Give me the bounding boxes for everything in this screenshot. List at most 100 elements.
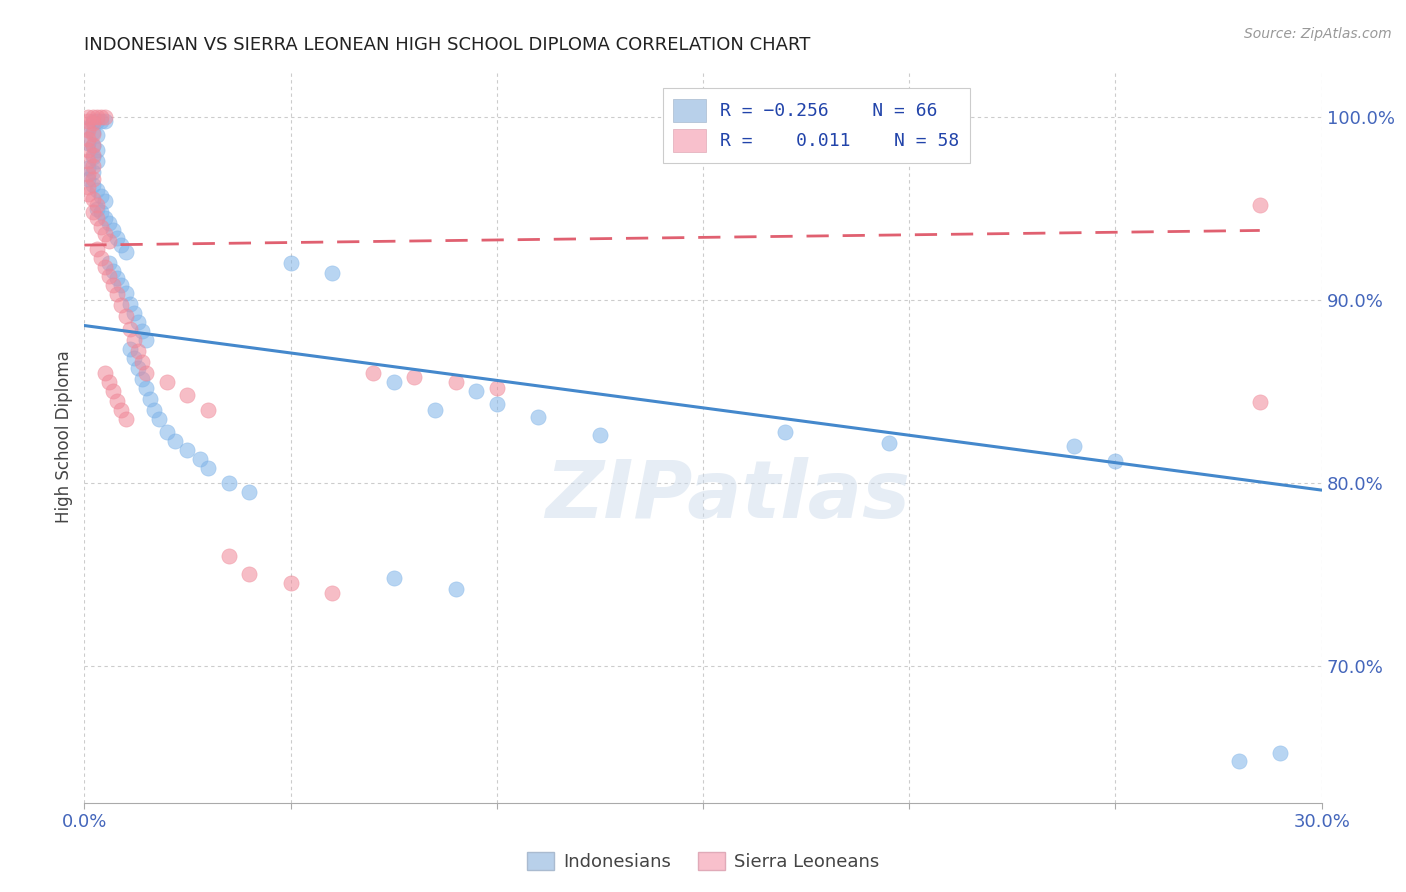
- Point: [94, 113, 117, 128]
- Point: [1270, 747, 1292, 761]
- Point: [82, 165, 104, 179]
- Point: [114, 245, 136, 260]
- Point: [90, 113, 112, 128]
- Point: [94, 194, 117, 209]
- Point: [86, 113, 108, 128]
- Point: [114, 285, 136, 300]
- Point: [82, 110, 104, 124]
- Point: [86, 183, 108, 197]
- Point: [82, 172, 104, 186]
- Point: [86, 242, 108, 256]
- Point: [98, 269, 121, 284]
- Point: [218, 475, 240, 490]
- Point: [110, 402, 132, 417]
- Point: [90, 205, 112, 219]
- Point: [465, 384, 488, 399]
- Point: [122, 351, 145, 366]
- Point: [143, 402, 166, 417]
- Point: [105, 393, 128, 408]
- Point: [1249, 198, 1271, 212]
- Point: [77, 186, 100, 201]
- Point: [238, 567, 260, 582]
- Point: [103, 223, 125, 237]
- Point: [86, 110, 108, 124]
- Point: [1104, 454, 1126, 468]
- Point: [82, 205, 104, 219]
- Point: [127, 360, 149, 375]
- Point: [135, 333, 157, 347]
- Point: [110, 238, 132, 252]
- Point: [82, 139, 104, 153]
- Point: [118, 322, 141, 336]
- Point: [238, 484, 260, 499]
- Point: [1227, 754, 1250, 768]
- Text: INDONESIAN VS SIERRA LEONEAN HIGH SCHOOL DIPLOMA CORRELATION CHART: INDONESIAN VS SIERRA LEONEAN HIGH SCHOOL…: [84, 36, 811, 54]
- Point: [131, 371, 153, 385]
- Point: [82, 160, 104, 174]
- Point: [103, 384, 125, 399]
- Point: [90, 219, 112, 234]
- Point: [321, 265, 343, 279]
- Point: [280, 576, 302, 591]
- Point: [423, 402, 446, 417]
- Point: [135, 366, 157, 380]
- Point: [77, 161, 100, 176]
- Point: [94, 260, 117, 274]
- Point: [131, 355, 153, 369]
- Point: [280, 256, 302, 270]
- Point: [485, 381, 508, 395]
- Point: [156, 425, 179, 439]
- Point: [77, 113, 100, 128]
- Point: [114, 310, 136, 324]
- Point: [527, 409, 550, 424]
- Legend: R = −0.256    N = 66, R =    0.011    N = 58: R = −0.256 N = 66, R = 0.011 N = 58: [662, 87, 970, 163]
- Point: [82, 150, 104, 164]
- Point: [90, 251, 112, 265]
- Point: [103, 263, 125, 277]
- Point: [86, 198, 108, 212]
- Point: [86, 128, 108, 143]
- Point: [105, 287, 128, 301]
- Point: [176, 388, 198, 402]
- Point: [188, 452, 211, 467]
- Point: [131, 324, 153, 338]
- Point: [444, 582, 467, 596]
- Point: [156, 375, 179, 389]
- Point: [382, 375, 405, 389]
- Point: [77, 172, 100, 186]
- Point: [139, 392, 162, 406]
- Point: [103, 278, 125, 293]
- Point: [82, 137, 104, 152]
- Point: [77, 132, 100, 146]
- Point: [94, 366, 117, 380]
- Point: [110, 298, 132, 312]
- Point: [86, 153, 108, 168]
- Point: [321, 585, 343, 599]
- Point: [176, 442, 198, 457]
- Point: [98, 256, 121, 270]
- Point: [135, 381, 157, 395]
- Point: [197, 461, 219, 475]
- Point: [118, 296, 141, 310]
- Point: [77, 153, 100, 168]
- Point: [98, 216, 121, 230]
- Point: [82, 178, 104, 192]
- Text: ZIPatlas: ZIPatlas: [546, 457, 910, 534]
- Point: [82, 113, 104, 128]
- Point: [94, 227, 117, 241]
- Point: [110, 278, 132, 293]
- Y-axis label: High School Diploma: High School Diploma: [55, 351, 73, 524]
- Text: Source: ZipAtlas.com: Source: ZipAtlas.com: [1244, 27, 1392, 41]
- Point: [361, 366, 384, 380]
- Point: [118, 343, 141, 357]
- Point: [218, 549, 240, 563]
- Point: [90, 110, 112, 124]
- Point: [127, 344, 149, 359]
- Point: [77, 123, 100, 137]
- Point: [127, 315, 149, 329]
- Legend: Indonesians, Sierra Leoneans: Indonesians, Sierra Leoneans: [520, 845, 886, 879]
- Point: [877, 435, 900, 450]
- Point: [1249, 395, 1271, 409]
- Point: [77, 110, 100, 124]
- Point: [382, 571, 405, 585]
